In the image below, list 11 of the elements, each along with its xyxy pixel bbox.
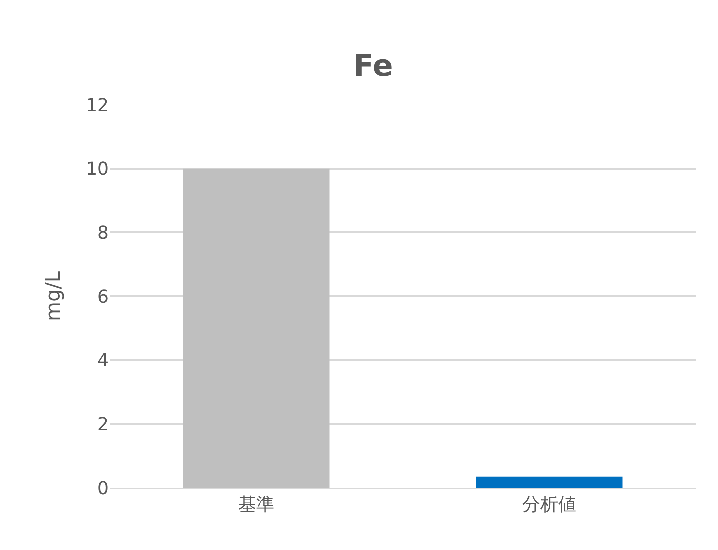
chart-title: Fe xyxy=(354,49,394,84)
y-tick-label: 2 xyxy=(98,414,109,436)
y-tick-label: 12 xyxy=(86,95,109,116)
y-tick-label: 8 xyxy=(98,222,109,244)
y-axis-title: mg/L xyxy=(41,270,65,322)
x-tick-label: 基準 xyxy=(238,494,274,516)
y-tick-label: 10 xyxy=(86,159,109,180)
y-tick-label: 0 xyxy=(98,478,109,500)
x-tick-label: 分析値 xyxy=(522,494,576,516)
y-tick-label: 6 xyxy=(98,286,109,308)
y-tick-label: 4 xyxy=(98,350,109,372)
